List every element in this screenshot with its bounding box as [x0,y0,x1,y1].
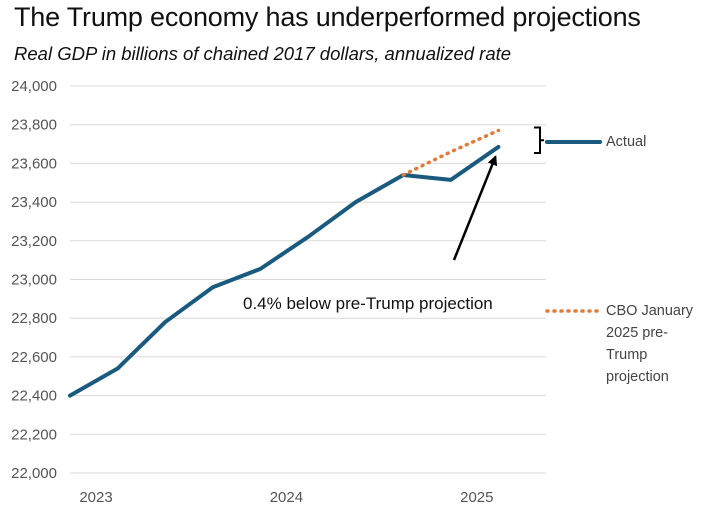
x-tick-label: 2023 [79,489,112,506]
y-tick-label: 22,600 [11,349,57,366]
x-tick-label: 2024 [270,489,303,506]
series-projection-line [401,128,501,177]
y-tick-label: 22,400 [11,388,57,405]
y-tick-label: 23,600 [11,155,57,172]
legend-projection-line-4: projection [606,369,669,385]
annotation-arrow [452,155,498,261]
legend-projection-line-1: CBO January [606,303,694,319]
legend-projection-line-3: Trump [606,347,648,363]
y-tick-label: 24,000 [11,78,57,95]
legend-actual-label: Actual [606,134,647,150]
y-tick-label: 23,200 [11,233,57,250]
legend-projection-line-2: 2025 pre- [606,325,669,341]
chart-subtitle: Real GDP in billions of chained 2017 dol… [14,43,512,64]
series-actual-line [68,144,501,398]
y-tick-label: 23,800 [11,117,57,134]
gap-bracket [534,126,544,154]
x-tick-label: 2025 [460,489,493,506]
y-tick-label: 22,200 [11,426,57,443]
y-tick-label: 23,400 [11,194,57,211]
annotation-text: 0.4% below pre-Trump projection [243,294,493,313]
y-tick-label: 22,800 [11,310,57,327]
y-tick-label: 23,000 [11,272,57,289]
legend-projection-label: CBO January 2025 pre- Trump projection [606,300,693,388]
y-tick-label: 22,000 [11,465,57,482]
chart-title: The Trump economy has underperformed pro… [14,2,641,32]
